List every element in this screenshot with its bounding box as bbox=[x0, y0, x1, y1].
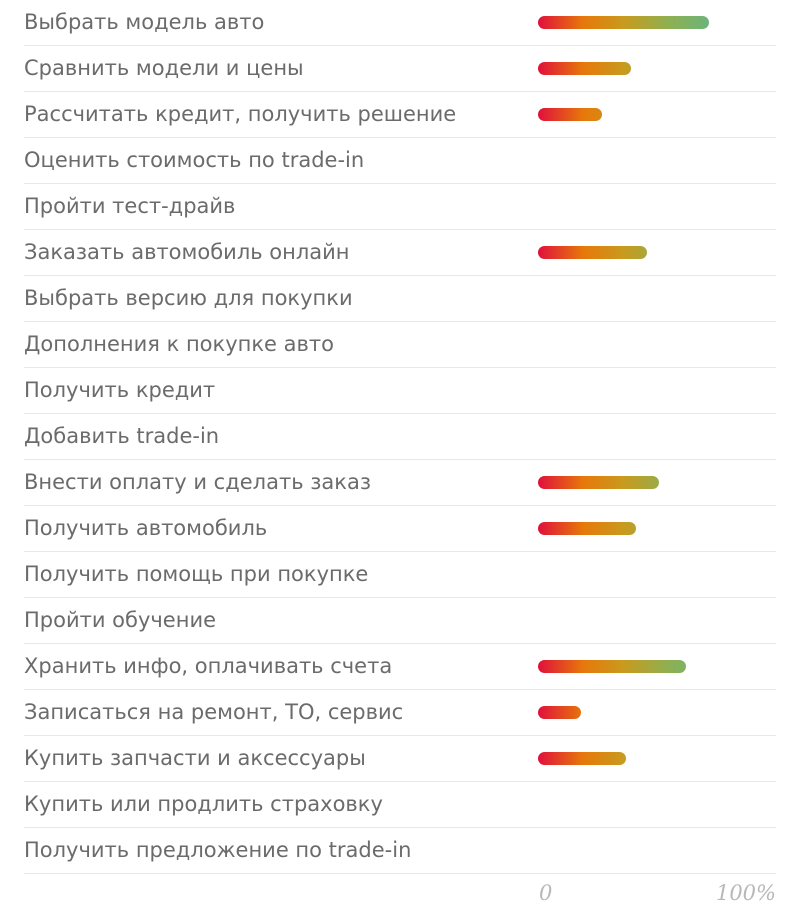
category-label: Выбрать модель авто bbox=[24, 10, 265, 34]
bar bbox=[538, 62, 631, 75]
bar bbox=[538, 476, 659, 489]
category-label: Получить автомобиль bbox=[24, 516, 268, 540]
chart-row: Оценить стоимость по trade-in bbox=[24, 138, 776, 184]
category-label: Купить или продлить страховку bbox=[24, 792, 383, 816]
category-label: Пройти обучение bbox=[24, 608, 217, 632]
chart-row: Купить запчасти и аксессуары bbox=[24, 736, 776, 782]
chart-row: Купить или продлить страховку bbox=[24, 782, 776, 828]
bar bbox=[538, 706, 581, 719]
category-label: Записаться на ремонт, ТО, сервис bbox=[24, 700, 404, 724]
chart-row: Добавить trade-in bbox=[24, 414, 776, 460]
category-label: Хранить инфо, оплачивать счета bbox=[24, 654, 393, 678]
chart-row: Дополнения к покупке авто bbox=[24, 322, 776, 368]
chart-row: Получить автомобиль bbox=[24, 506, 776, 552]
bar-chart: Выбрать модель авто Сравнить модели и цен… bbox=[24, 0, 776, 905]
category-label: Пройти тест-драйв bbox=[24, 194, 236, 218]
x-tick-label: 0 bbox=[539, 881, 553, 905]
bar bbox=[538, 108, 602, 121]
category-label: Купить запчасти и аксессуары bbox=[24, 746, 366, 770]
bar bbox=[538, 522, 636, 535]
category-label: Сравнить модели и цены bbox=[24, 56, 304, 80]
chart-row: Выбрать версию для покупки bbox=[24, 276, 776, 322]
chart-row: Получить кредит bbox=[24, 368, 776, 414]
category-label: Получить предложение по trade-in bbox=[24, 838, 412, 862]
chart-row: Внести оплату и сделать заказ bbox=[24, 460, 776, 506]
chart-row: Пройти обучение bbox=[24, 598, 776, 644]
chart-row: Получить предложение по trade-in bbox=[24, 828, 776, 874]
chart-row: Получить помощь при покупке bbox=[24, 552, 776, 598]
category-label: Получить помощь при покупке bbox=[24, 562, 369, 586]
category-label: Заказать автомобиль онлайн bbox=[24, 240, 350, 264]
chart-row: Рассчитать кредит, получить решение bbox=[24, 92, 776, 138]
bar bbox=[538, 660, 686, 673]
category-label: Выбрать версию для покупки bbox=[24, 286, 353, 310]
chart-row: Заказать автомобиль онлайн bbox=[24, 230, 776, 276]
bar bbox=[538, 16, 709, 29]
category-label: Добавить trade-in bbox=[24, 424, 220, 448]
category-label: Внести оплату и сделать заказ bbox=[24, 470, 372, 494]
chart-row: Сравнить модели и цены bbox=[24, 46, 776, 92]
chart-row: Записаться на ремонт, ТО, сервис bbox=[24, 690, 776, 736]
category-label: Получить кредит bbox=[24, 378, 216, 402]
x-tick-label: 100% bbox=[715, 881, 776, 905]
chart-row: Хранить инфо, оплачивать счета bbox=[24, 644, 776, 690]
category-label: Оценить стоимость по trade-in bbox=[24, 148, 365, 172]
bar bbox=[538, 246, 647, 259]
chart-row: Пройти тест-драйв bbox=[24, 184, 776, 230]
bar bbox=[538, 752, 626, 765]
category-label: Рассчитать кредит, получить решение bbox=[24, 102, 457, 126]
chart-row: Выбрать модель авто bbox=[24, 0, 776, 46]
category-label: Дополнения к покупке авто bbox=[24, 332, 334, 356]
